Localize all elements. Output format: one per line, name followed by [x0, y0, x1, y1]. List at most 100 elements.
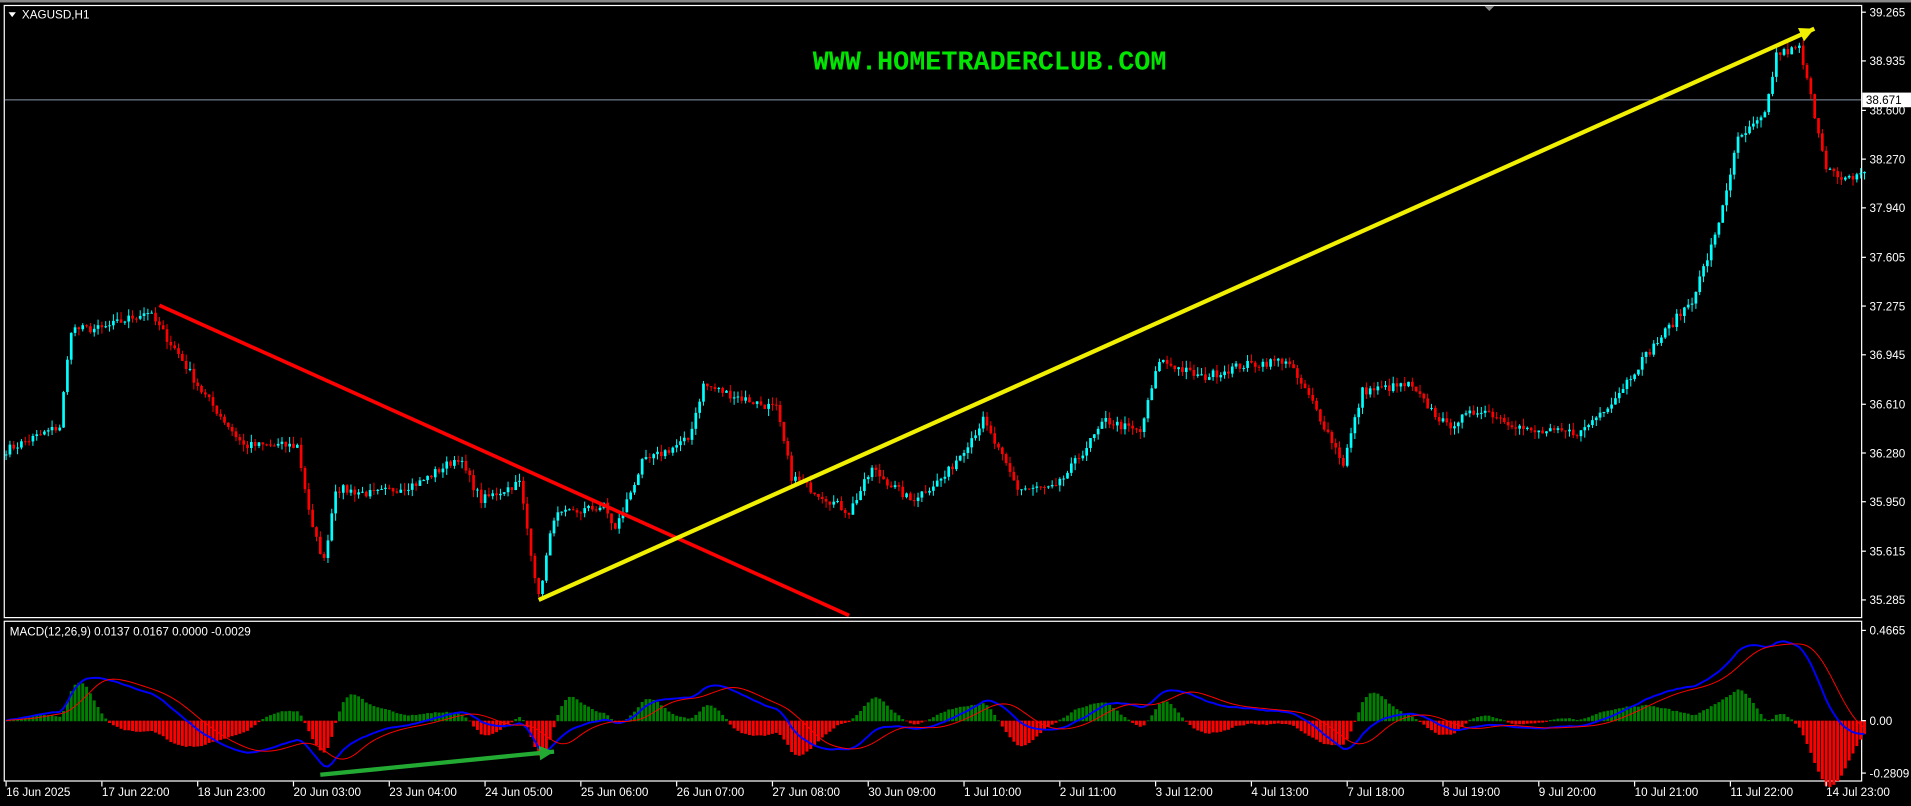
candle-body — [794, 476, 797, 481]
macd-histogram-bar — [1368, 693, 1372, 722]
macd-histogram-bar — [912, 720, 916, 725]
candle-body — [50, 426, 54, 431]
macd-histogram-bar — [1468, 719, 1472, 722]
candle — [575, 508, 579, 518]
candle — [1591, 415, 1594, 428]
uptrend-arrow-head-icon[interactable] — [1797, 28, 1815, 42]
uptrend-arrow[interactable] — [537, 26, 1816, 602]
candle — [522, 476, 525, 511]
macd-histogram-bar — [747, 720, 751, 736]
macd-histogram-bar — [851, 718, 855, 722]
macd-histogram-bar — [360, 698, 364, 722]
macd-histogram-bar — [510, 720, 514, 723]
macd-histogram-bar — [1426, 720, 1430, 729]
candle-body — [1265, 361, 1269, 367]
candle — [1430, 403, 1433, 411]
macd-histogram-bar — [269, 715, 272, 722]
macd-histogram-bar — [1115, 710, 1119, 722]
drawn-objects[interactable] — [158, 26, 1816, 777]
macd-histogram-bar — [395, 713, 399, 722]
candle-body — [897, 485, 901, 487]
candle-body — [12, 444, 16, 449]
macd-histogram-bar — [368, 704, 372, 722]
candle — [307, 483, 311, 515]
macd-histogram-bar — [456, 713, 460, 722]
candle — [1077, 453, 1081, 464]
candle — [805, 481, 809, 488]
macd-histogram-bar — [1207, 720, 1211, 734]
candle — [989, 421, 993, 435]
macd-histogram-bar — [150, 720, 154, 732]
candle-body — [1219, 375, 1223, 378]
symbol-label: XAGUSD,H1 — [22, 8, 90, 21]
macd-histogram-bar — [583, 704, 587, 722]
candle — [1276, 357, 1280, 367]
candle — [1483, 405, 1487, 418]
candle-body — [1376, 386, 1380, 391]
candle-body — [1790, 47, 1794, 55]
macd-histogram-bar — [1292, 720, 1296, 726]
candle — [1453, 421, 1456, 435]
candle — [1625, 377, 1629, 395]
macd-histogram-bar — [1698, 712, 1702, 722]
candle — [545, 552, 548, 584]
candle-body — [901, 486, 905, 498]
macd-divergence-arrow-head-icon[interactable] — [538, 745, 555, 761]
candles — [4, 40, 1866, 598]
candle-body — [211, 397, 215, 406]
macd-histogram-bar — [54, 716, 58, 722]
candle — [361, 486, 364, 494]
candle — [1571, 422, 1575, 439]
candle — [69, 332, 73, 365]
macd-histogram-bar — [238, 720, 242, 734]
candle-body — [1579, 430, 1583, 437]
candle — [939, 477, 943, 487]
candle — [832, 495, 836, 508]
candle-body — [1652, 343, 1656, 355]
macd-histogram-bar — [433, 712, 437, 722]
candle-body — [1384, 385, 1387, 388]
candle — [705, 383, 709, 391]
candle — [483, 490, 487, 508]
macd-histogram-bar — [970, 705, 974, 722]
macd-histogram-bar — [1759, 713, 1763, 722]
candle-body — [104, 326, 108, 328]
macd-histogram-bar — [1656, 707, 1660, 722]
candle-body — [518, 480, 521, 482]
macd-histogram-bar — [1353, 720, 1357, 722]
time-tick-label: 25 Jun 06:00 — [581, 786, 649, 799]
chart-shift-marker-icon[interactable] — [1484, 6, 1495, 11]
candle-body — [932, 486, 935, 491]
candle — [732, 391, 736, 405]
candle — [138, 310, 142, 321]
macd-histogram-bar — [1184, 720, 1188, 722]
time-tick-label: 16 Jun 2025 — [6, 786, 71, 799]
candle — [1296, 364, 1299, 385]
candle-body — [633, 484, 636, 493]
candle-body — [790, 455, 793, 481]
symbol-dropdown-icon[interactable] — [8, 12, 16, 18]
candle-body — [1771, 76, 1774, 94]
candle-body — [610, 513, 613, 524]
candle-body — [62, 392, 65, 428]
macd-histogram-bar — [824, 720, 828, 735]
candle — [1253, 360, 1257, 373]
candle-body — [315, 527, 318, 537]
macd-histogram-bar — [1403, 713, 1407, 722]
candle — [1487, 404, 1491, 413]
candle — [778, 400, 782, 427]
macd-histogram-bar — [1843, 720, 1847, 769]
candle — [257, 442, 261, 449]
candle-body — [702, 383, 705, 402]
candle — [223, 414, 226, 425]
macd-histogram-bar — [816, 720, 820, 742]
candle-body — [1150, 388, 1154, 401]
candle — [150, 310, 154, 314]
candle-body — [223, 416, 226, 423]
macd-divergence-arrow[interactable] — [320, 749, 555, 777]
candle — [1196, 367, 1200, 378]
macd-histogram-bar — [947, 709, 951, 722]
macd-histogram-bar — [579, 702, 583, 722]
downtrend-line[interactable] — [158, 303, 850, 618]
